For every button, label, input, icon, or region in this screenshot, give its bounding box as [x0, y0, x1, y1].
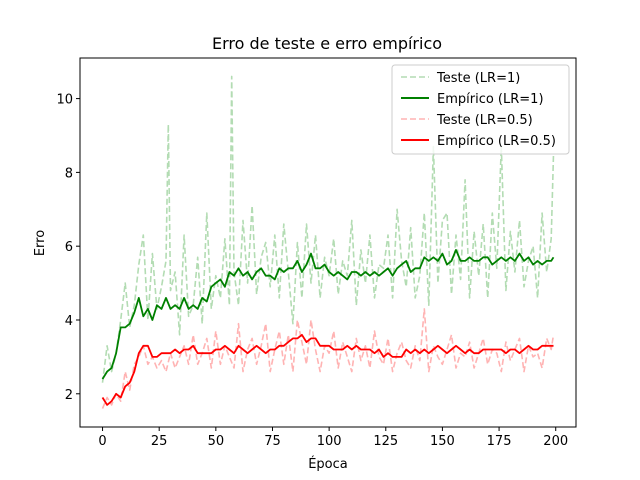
x-tick-label: 0 — [98, 434, 106, 449]
x-tick-label: 200 — [543, 434, 568, 449]
legend-label-empirico-lr-0-5: Empírico (LR=0.5) — [437, 134, 556, 149]
x-tick-label: 100 — [317, 434, 342, 449]
x-tick-label: 150 — [430, 434, 455, 449]
chart-title: Erro de teste e erro empírico — [212, 34, 442, 53]
x-axis: 0 25 50 75 100 125 150 175 200 — [98, 427, 568, 449]
y-axis: 2 4 6 8 10 — [56, 93, 80, 403]
y-tick-label: 8 — [65, 166, 73, 181]
x-axis-label: Época — [308, 456, 348, 472]
series-line-teste-lr-0-5 — [101, 308, 555, 409]
x-tick-label: 50 — [208, 434, 225, 449]
x-tick-label: 25 — [151, 434, 168, 449]
series-line-empirico-lr-0-5 — [101, 333, 554, 406]
y-tick-label: 4 — [65, 314, 73, 329]
x-tick-label: 125 — [373, 434, 398, 449]
x-tick-label: 175 — [487, 434, 512, 449]
x-tick-label: 75 — [264, 434, 281, 449]
series-line-empirico-lr-1 — [101, 248, 555, 380]
y-tick-label: 6 — [65, 240, 73, 255]
y-tick-label: 10 — [56, 93, 73, 108]
legend-label-teste-lr-1: Teste (LR=1) — [436, 71, 520, 86]
plot-frame — [79, 57, 577, 428]
legend: Teste (LR=1) Empírico (LR=1) Teste (LR=0.5… — [391, 64, 570, 155]
legend-label-empirico-lr-1: Empírico (LR=1) — [437, 92, 544, 107]
series-layer — [101, 75, 555, 409]
legend-box — [391, 64, 570, 155]
y-axis-label: Erro — [33, 230, 48, 256]
legend-label-teste-lr-0-5: Teste (LR=0.5) — [436, 113, 533, 128]
series-line-teste-lr-1 — [101, 75, 555, 383]
y-tick-label: 2 — [65, 388, 73, 403]
